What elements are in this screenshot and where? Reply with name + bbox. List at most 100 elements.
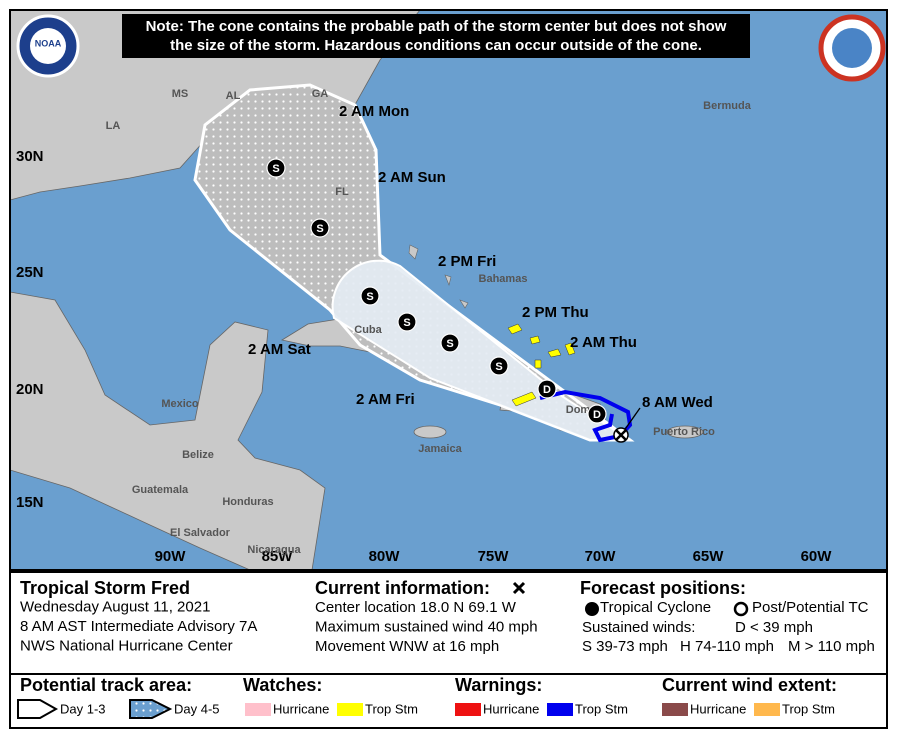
tc-icon [585,602,599,616]
latitude-label: 25N [16,264,44,281]
map-frame [9,9,888,571]
forecast-text: M > 110 mph [788,638,875,655]
place-label: Bermuda [703,100,752,112]
current-line: Maximum sustained wind 40 mph [315,618,538,635]
forecast-label: 2 PM Thu [522,304,589,321]
latitude-label: 20N [16,381,44,398]
swatch [547,703,573,716]
forecast-text: Sustained winds: [582,619,695,636]
forecast-marker [537,379,557,399]
legend-title: Watches: [243,675,322,695]
place-label: El Salvador [170,527,231,539]
place-label: Puerto Rico [653,426,715,438]
nws-logo-inner [832,28,872,68]
place-label: Honduras [222,496,273,508]
storm-info: Wednesday August 11, 2021 [20,598,210,615]
forecast-text: Post/Potential TC [752,599,869,616]
cone-day-4-5 [193,83,635,442]
marker-letter: S [495,361,502,373]
legend-text: Trop Stm [365,701,418,716]
forecast-marker [360,286,380,306]
legend-text: Day 1-3 [60,701,106,716]
swatch [754,703,780,716]
marker-letter: S [446,338,453,350]
place-label: Nicaragua [247,544,301,556]
place-label: FL [335,186,349,198]
forecast-label: 2 AM Mon [339,103,409,120]
place-label: GA [312,88,329,100]
forecast-marker [310,218,330,238]
place-label: AL [226,90,241,102]
marker-letter: S [366,291,373,303]
info-panel [9,571,888,675]
place-label: Cuba [354,324,382,336]
swatch [337,703,363,716]
marker-letter: S [316,223,323,235]
land-mexico [10,291,326,570]
marker-letter: D [543,384,551,396]
land-jamaica [413,425,447,439]
marker-letter: S [272,163,279,175]
day45-icon [129,699,173,719]
legend-text: Trop Stm [782,701,835,716]
swatch [455,703,481,716]
place-label: Dom [566,404,591,416]
current-title: Current information: [315,578,490,598]
forecast-label: 2 AM Sun [378,169,446,186]
legend-text: Hurricane [483,701,539,716]
marker-letter: D [593,409,601,421]
forecast-marker [397,312,417,332]
legend-title: Warnings: [455,675,542,695]
place-label: Belize [182,449,214,461]
legend-text: Trop Stm [575,701,628,716]
map-labels: 30N 25N 20N 15N 90W 85W 80W 75W 70W 65W 60W MS AL GA L… [16,88,832,565]
current-label: 8 AM Wed [642,394,713,411]
watch-trop-stm [507,323,576,407]
ptc-icon [733,601,749,617]
noaa-logo-inner [30,28,66,64]
forecast-text: D < 39 mph [735,619,813,636]
longitude-label: 85W [262,548,294,565]
forecast-label: 2 AM Thu [570,334,637,351]
forecast-marker [440,333,460,353]
forecast-text: S 39-73 mph [582,638,668,655]
legend-title: Potential track area: [20,675,192,695]
note-text: Note: The cone contains the probable pat… [146,18,727,35]
legend-title: Current wind extent: [662,675,837,695]
forecast-marker [266,158,286,178]
forecast-text: H 74-110 mph [680,638,774,655]
longitude-label: 65W [693,548,725,565]
place-label: LA [106,120,121,132]
forecast-label: 2 AM Sat [248,341,311,358]
forecast-text: Tropical Cyclone [600,599,711,616]
swatch [245,703,271,716]
current-line: Center location 18.0 N 69.1 W [315,599,517,616]
place-label: Bahamas [479,273,528,285]
legend-text: Day 4-5 [174,701,220,716]
swatch [662,703,688,716]
current-x-icon [512,581,526,595]
logo-text: NOAA [35,38,62,48]
legend-text: Hurricane [273,701,329,716]
longitude-label: 70W [585,548,617,565]
place-label: Jamaica [418,443,462,455]
storm-info: NWS National Hurricane Center [20,637,233,654]
map: 30N 25N 20N 15N 90W 85W 80W 75W 70W 65W 60W MS AL GA L… [10,10,887,570]
longitude-label: 80W [369,548,401,565]
longitude-label: 90W [155,548,187,565]
forecast-marker [489,356,509,376]
day13-icon [17,699,59,719]
forecast-marker [587,404,607,424]
longitude-label: 75W [478,548,510,565]
forecast-title: Forecast positions: [580,578,746,598]
place-label: Guatemala [132,484,189,496]
place-label: Mexico [161,398,199,410]
forecast-label: 2 AM Fri [356,391,415,408]
current-line: Movement WNW at 16 mph [315,638,499,655]
forecast-label: 2 PM Fri [438,253,496,270]
longitude-label: 60W [801,548,833,565]
latitude-label: 15N [16,494,44,511]
note-box [122,14,750,58]
